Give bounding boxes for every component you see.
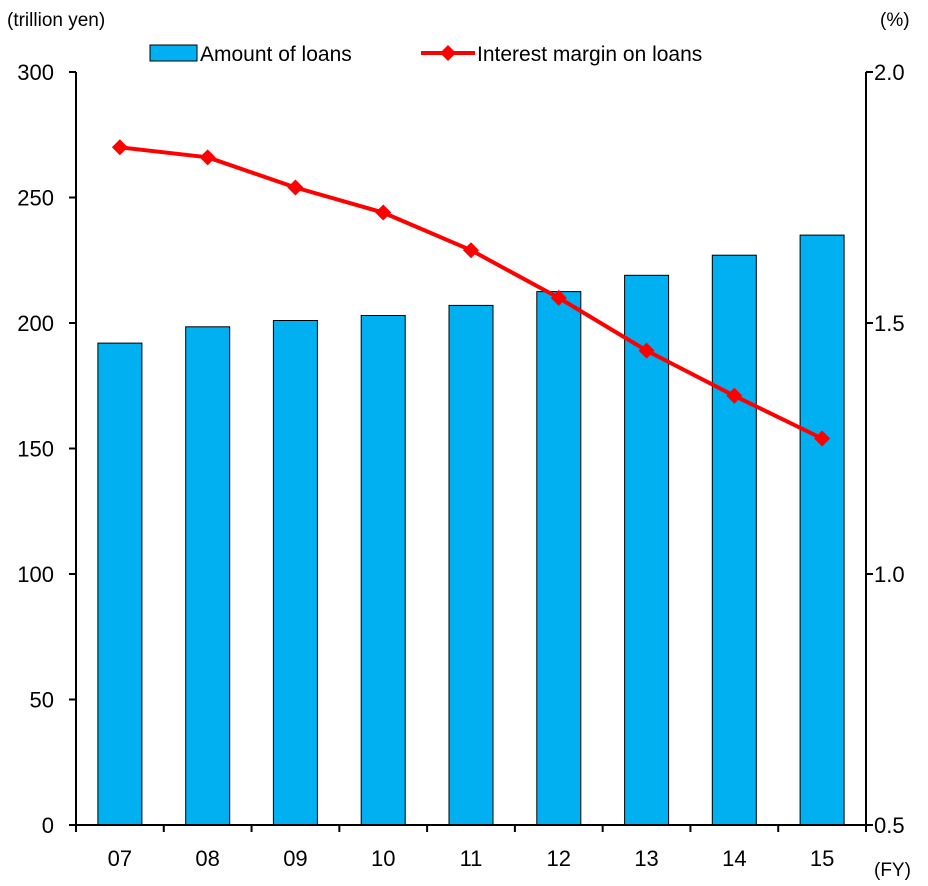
interest-margin-point-11	[463, 242, 479, 259]
x-tick-label-13: 13	[634, 846, 658, 871]
legend-label-amount-of-loans: Amount of loans	[200, 43, 352, 66]
bar-08	[185, 326, 231, 826]
x-tick-label-08: 08	[195, 846, 219, 871]
left-tick-label-300: 300	[17, 60, 54, 85]
legend: Amount of loans Interest margin on loans	[149, 43, 702, 66]
x-tick-label-09: 09	[283, 846, 307, 871]
left-tick-label-0: 0	[42, 813, 54, 838]
x-tick-label-14: 14	[722, 846, 746, 871]
bar-15	[799, 234, 845, 826]
left-axis-unit: (trillion yen)	[7, 10, 105, 31]
interest-margin-point-13	[638, 342, 655, 359]
legend-label-interest-margin: Interest margin on loans	[477, 43, 702, 66]
x-tick-label-12: 12	[547, 846, 571, 871]
left-tick-label-200: 200	[17, 311, 54, 336]
x-tick-label-07: 07	[108, 846, 132, 871]
interest-margin-point-08	[199, 149, 216, 166]
interest-margin-point-12	[550, 289, 567, 306]
bar-10	[360, 315, 406, 826]
bar-14	[711, 254, 757, 826]
interest-margin-point-15	[814, 430, 831, 447]
right-tick-label-1.5: 1.5	[874, 311, 905, 336]
right-axis-unit: (%)	[880, 10, 910, 31]
interest-margin-point-07	[111, 139, 128, 156]
bar-07	[97, 342, 143, 826]
bar-series-amount-of-loans	[97, 234, 845, 826]
left-tick-label-50: 50	[30, 688, 54, 713]
tick-labels: 0 50 100 150 200 250 300 0.5 1.0 1.5 2.0 07 08 09 10 11…	[17, 60, 904, 871]
bar-11	[448, 304, 494, 826]
bar-12	[536, 291, 582, 826]
x-tick-label-10: 10	[371, 846, 395, 871]
left-tick-label-250: 250	[17, 186, 54, 211]
left-tick-label-150: 150	[17, 437, 54, 462]
line-series-interest-margin	[111, 139, 831, 447]
legend-swatch-amount-of-loans	[149, 44, 198, 62]
right-tick-label-0.5: 0.5	[874, 813, 905, 838]
right-tick-label-2.0: 2.0	[874, 60, 905, 85]
right-tick-label-1.0: 1.0	[874, 562, 905, 587]
x-tick-label-15: 15	[810, 846, 834, 871]
interest-margin-point-09	[287, 179, 304, 196]
x-axis-unit: (FY)	[874, 860, 911, 881]
interest-margin-point-10	[375, 204, 392, 221]
legend-marker-interest-margin	[440, 45, 456, 61]
x-tick-label-11: 11	[460, 846, 483, 871]
bar-09	[272, 320, 318, 826]
bar-13	[624, 274, 670, 826]
axes	[69, 71, 873, 832]
left-tick-label-100: 100	[17, 562, 54, 587]
interest-margin-point-14	[726, 387, 743, 404]
